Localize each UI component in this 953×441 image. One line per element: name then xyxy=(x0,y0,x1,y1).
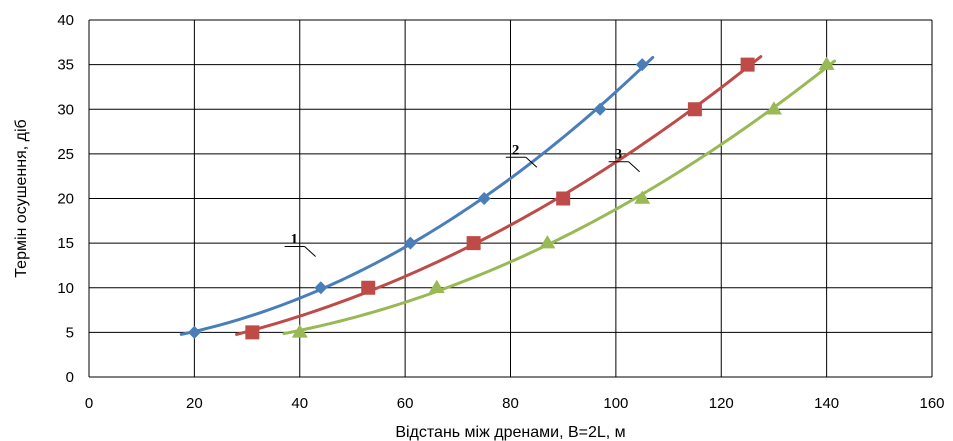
y-tick-label: 15 xyxy=(57,235,74,252)
series-curves xyxy=(179,55,837,336)
x-tick-label: 60 xyxy=(397,395,414,412)
series-markers xyxy=(187,56,835,340)
x-tick-labels: 0 20 40 60 80 100 120 140 160 xyxy=(85,395,945,412)
y-tick-label: 10 xyxy=(57,280,74,297)
series-2-label: 2 xyxy=(512,142,520,158)
series-3-point xyxy=(765,101,782,115)
series-1-label: 1 xyxy=(291,232,299,248)
series-3-leader-line xyxy=(628,161,640,173)
series-2-line xyxy=(235,55,763,336)
y-tick-label: 0 xyxy=(66,369,74,386)
series-2-point xyxy=(740,57,755,72)
series-3-point xyxy=(291,324,308,338)
series-3-line xyxy=(282,59,837,336)
y-axis-title: Термін осушення, діб xyxy=(13,119,30,277)
series-2-point xyxy=(466,236,481,251)
series-2-point xyxy=(245,325,260,340)
series-3-point xyxy=(428,279,445,293)
series-1-leader-line xyxy=(304,246,316,257)
series-2-point xyxy=(361,280,376,295)
x-axis-title: Відстань між дренами, B=2L, м xyxy=(395,424,625,441)
curve-label-leaders: 1 2 3 xyxy=(284,142,640,257)
series-1-point xyxy=(187,325,201,339)
series-1-point xyxy=(477,192,491,205)
series-3-label: 3 xyxy=(615,147,623,163)
series-1-point xyxy=(635,58,649,72)
x-tick-label: 20 xyxy=(186,395,203,412)
series-2-leader-line xyxy=(525,156,538,168)
y-tick-label: 5 xyxy=(66,324,74,341)
series-2-point xyxy=(687,102,702,117)
series-3-point xyxy=(818,56,835,70)
x-tick-label: 80 xyxy=(502,395,519,412)
x-tick-label: 40 xyxy=(291,395,308,412)
series-3-point xyxy=(634,190,651,204)
y-tick-label: 25 xyxy=(57,146,74,163)
series-1-line xyxy=(179,55,655,336)
y-tick-labels: 0 5 10 15 20 25 30 35 40 xyxy=(57,12,74,386)
series-2-point xyxy=(556,191,571,206)
x-tick-label: 0 xyxy=(85,395,93,412)
series-1-point xyxy=(314,281,328,295)
x-tick-label: 160 xyxy=(919,395,944,412)
series-1-point xyxy=(593,102,607,116)
series-3-point xyxy=(539,235,556,249)
y-tick-label: 35 xyxy=(57,57,74,74)
y-tick-label: 30 xyxy=(57,101,74,118)
grid-lines xyxy=(88,19,933,378)
series-1-point xyxy=(403,236,417,250)
x-tick-label: 140 xyxy=(814,395,839,412)
y-tick-label: 40 xyxy=(57,12,74,29)
y-tick-label: 20 xyxy=(57,191,74,208)
x-tick-label: 100 xyxy=(603,395,628,412)
x-tick-label: 120 xyxy=(709,395,734,412)
